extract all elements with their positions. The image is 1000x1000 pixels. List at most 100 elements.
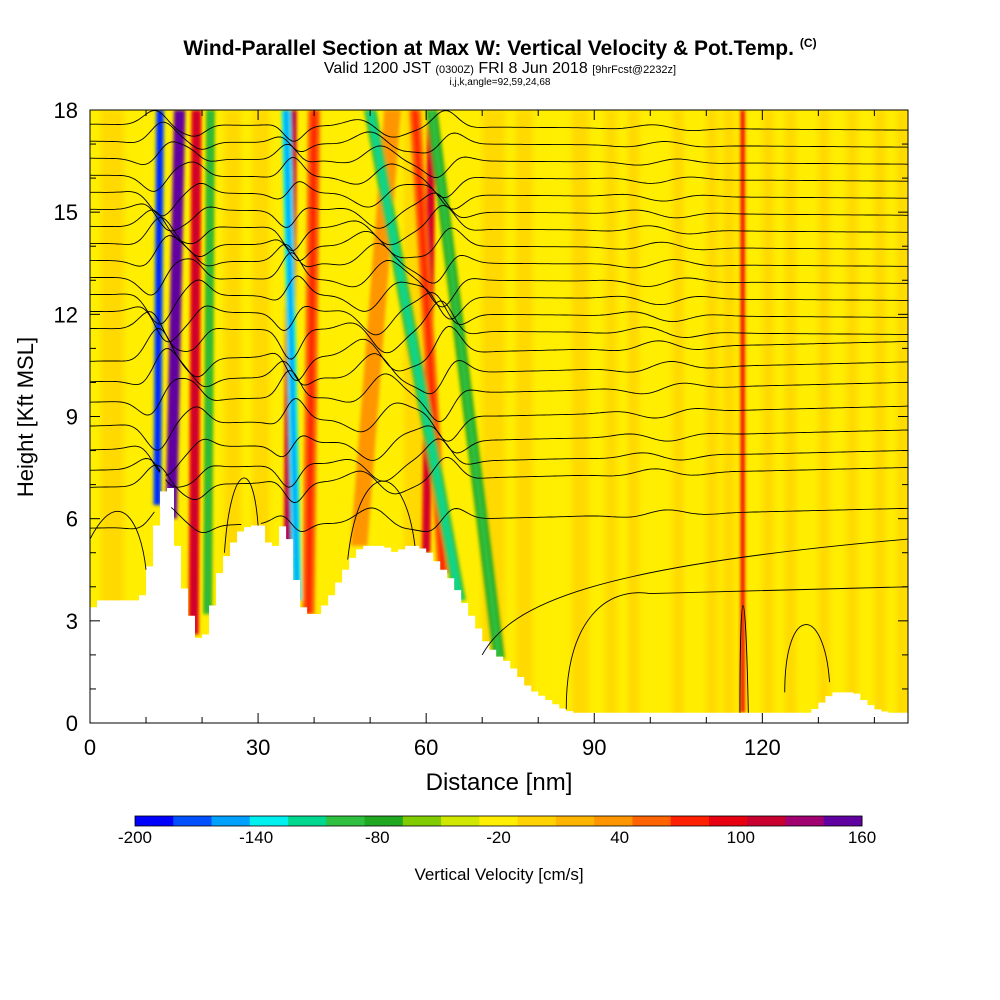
colorbar-swatch xyxy=(479,816,519,826)
weak-band xyxy=(605,110,617,723)
weak-band xyxy=(762,110,774,723)
updraft-column-core xyxy=(168,110,183,519)
colorbar-swatch xyxy=(441,816,480,826)
low-level-contours xyxy=(90,477,908,713)
colorbar-swatch xyxy=(785,816,825,826)
downdraft-column-core xyxy=(205,110,213,615)
weak-band xyxy=(672,110,684,723)
isentrope-line xyxy=(90,121,908,154)
colorbar-swatch xyxy=(249,816,289,826)
x-axis-label: Distance [nm] xyxy=(426,769,573,796)
title-main: Wind-Parallel Section at Max W: Vertical… xyxy=(183,37,794,60)
weak-band xyxy=(627,110,640,723)
colorbar-tick-label: -80 xyxy=(365,828,390,847)
isentrope-line xyxy=(90,275,908,325)
low-contour xyxy=(739,605,749,713)
colorbar-swatch xyxy=(173,816,213,826)
weak-band xyxy=(723,110,735,723)
isentrope-line xyxy=(90,141,908,178)
y-tick-label: 18 xyxy=(54,98,78,123)
motion-columns xyxy=(153,110,745,713)
y-tick-label: 0 xyxy=(66,711,78,736)
isentrope-line xyxy=(90,110,908,142)
valid-date: FRI 8 Jun 2018 xyxy=(478,60,588,77)
isentrope-line xyxy=(90,398,908,451)
y-tick-label: 3 xyxy=(66,609,78,634)
isentropes xyxy=(90,110,908,534)
valid-utc: (0300Z) xyxy=(435,64,474,76)
y-tick-label: 15 xyxy=(54,200,78,225)
downdraft-column-core xyxy=(155,110,162,506)
low-contour xyxy=(347,480,416,560)
isentrope-line xyxy=(90,457,908,504)
weak-band xyxy=(571,110,589,723)
colorbar-tick-label: 160 xyxy=(848,828,876,847)
colorbar-swatch xyxy=(670,816,710,826)
isentrope-line xyxy=(90,157,908,199)
isentrope-line xyxy=(90,300,908,360)
x-tick-label: 90 xyxy=(582,735,606,760)
colorbar-tick-label: 40 xyxy=(610,828,629,847)
x-tick-label: 60 xyxy=(414,735,438,760)
isentrope-line xyxy=(90,325,908,382)
downdraft-column-core xyxy=(429,110,502,659)
updraft-column-core xyxy=(305,110,317,615)
terrain xyxy=(90,488,908,723)
isentrope-line xyxy=(90,217,908,262)
colorbar-swatch xyxy=(364,816,404,826)
isentrope-line xyxy=(90,348,908,395)
valid-prefix: Valid 1200 JST xyxy=(323,60,431,77)
isentrope-line xyxy=(90,252,908,308)
weak-band xyxy=(784,110,796,723)
isentrope-line xyxy=(90,181,908,217)
colorbar-tick-label: -140 xyxy=(239,828,273,847)
low-contour xyxy=(481,538,908,656)
low-contour xyxy=(784,624,831,693)
updraft-column-core xyxy=(191,110,199,635)
chart-title: Wind-Parallel Section at Max W: Vertical… xyxy=(0,36,1000,61)
colorbar-swatch xyxy=(594,816,633,826)
colorbar-swatch xyxy=(823,816,863,826)
forecast-label: [9hrFcst@2232z] xyxy=(592,64,677,76)
downdraft-column-core xyxy=(284,110,300,601)
weak-band xyxy=(818,110,830,723)
weak-band xyxy=(874,110,886,723)
y-tick-label: 12 xyxy=(54,302,78,327)
x-tick-label: 0 xyxy=(84,735,96,760)
weak-band xyxy=(538,110,556,723)
isentrope-line xyxy=(90,292,908,343)
isentrope-line xyxy=(90,235,908,284)
colorbar-tick-label: -20 xyxy=(486,828,511,847)
isentrope-line xyxy=(90,370,908,423)
isentrope-line xyxy=(90,425,908,476)
grid-indices: i,j,k,angle=92,59,24,68 xyxy=(449,77,551,88)
weak-band xyxy=(650,110,662,723)
y-axis-label: Height [Kft MSL] xyxy=(13,337,38,497)
isentrope-line xyxy=(90,507,908,534)
low-contour xyxy=(224,477,259,553)
isentrope-line xyxy=(90,204,908,252)
colorbar-swatch xyxy=(747,816,786,826)
title-badge: (C) xyxy=(799,36,817,50)
y-tick-label: 9 xyxy=(66,405,78,430)
x-tick-label: 30 xyxy=(246,735,270,760)
colorbar-swatch xyxy=(211,816,251,826)
colorbar-swatch xyxy=(632,816,672,826)
low-contour xyxy=(565,586,908,710)
colorbar-frame xyxy=(134,815,863,827)
downdraft-column-core xyxy=(367,110,463,601)
colorbar-tick-label: 100 xyxy=(727,828,755,847)
colorbar-swatch xyxy=(555,816,595,826)
colorbar-swatch xyxy=(135,816,174,826)
low-contour xyxy=(90,511,147,570)
colorbar-label: Vertical Velocity [cm/s] xyxy=(414,865,583,884)
colorbar-tick-label: -200 xyxy=(118,828,152,847)
y-tick-label: 6 xyxy=(66,507,78,532)
isentrope-line xyxy=(90,438,908,488)
weak-band xyxy=(515,110,533,723)
isentrope-line xyxy=(90,192,908,232)
colorbar-swatch xyxy=(326,816,366,826)
weak-band xyxy=(846,110,858,723)
colorbar-swatch xyxy=(517,816,557,826)
